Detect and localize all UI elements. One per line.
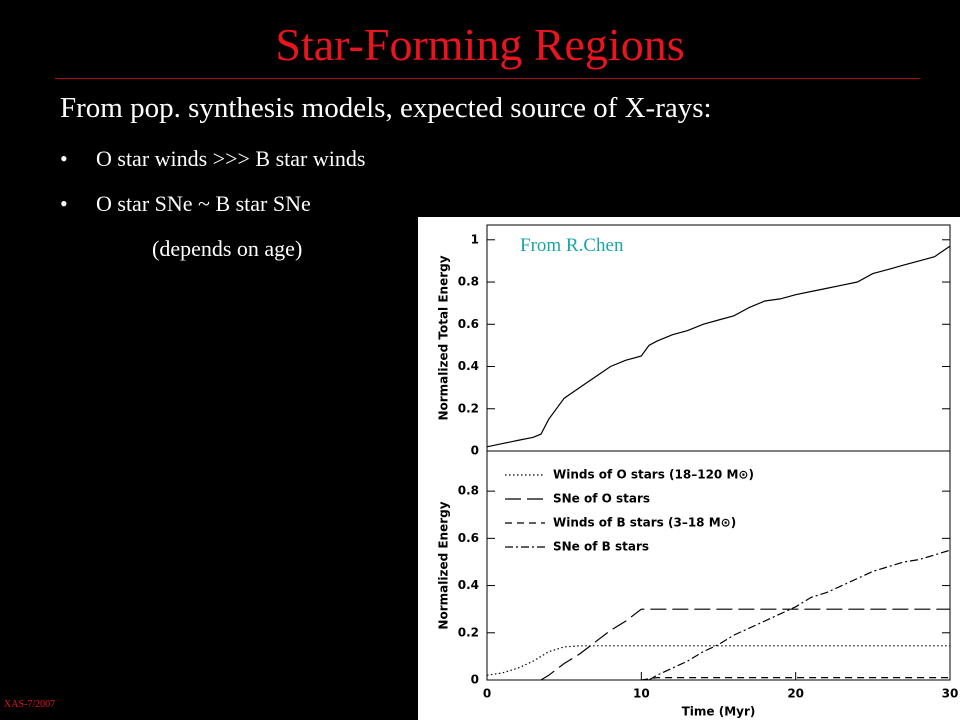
data-line [486,245,951,448]
chart-background [418,217,960,720]
legend-label: SNe of O stars [553,492,650,506]
y-tick-label: 1 [471,232,479,246]
data-line [486,645,950,676]
chart: 0 0.2 0.4 0.6 0.8 1 Normalized Total Energy 0 0.… [418,217,960,720]
note: (depends on age) [152,236,303,261]
y-tick-label: 0.8 [458,484,479,498]
y-tick-label: 0.4 [458,578,479,592]
bullet-item: • O star SNe ~ B star SNe [60,191,311,216]
bullet-text: O star winds >>> B star winds [96,146,366,171]
bullet-text: O star SNe ~ B star SNe [96,191,311,216]
slide-title: Star-Forming Regions [275,19,685,70]
plot-frame [486,450,951,681]
subtitle: From pop. synthesis models, expected sou… [60,92,712,124]
footer: XAS-7/2007 [4,699,56,710]
y-tick-label: 0.2 [458,625,479,639]
legend-label: Winds of O stars (18–120 M⊙) [553,468,754,482]
credit: From R.Chen [520,235,624,256]
y-tick-label: 0 [471,444,479,458]
title-rule [55,78,920,79]
legend-label: Winds of B stars (3–18 M⊙) [553,516,736,530]
legend-label: SNe of B stars [553,540,649,554]
x-tick-label: 0 [483,687,491,701]
y-tick-label: 0 [471,673,479,687]
bullet-item: • O star winds >>> B star winds [60,146,366,171]
data-line [648,549,951,681]
y-tick-label: 0.6 [458,317,479,331]
y-tick-label: 0.6 [458,531,479,545]
y-tick-label: 0.4 [458,359,479,373]
x-tick-label: 20 [787,687,804,701]
data-line [641,677,950,681]
y-tick-label: 0.2 [458,401,479,415]
x-tick-label: 30 [942,687,959,701]
y-axis-label: Normalized Total Energy [437,255,451,420]
x-tick-label: 10 [633,687,650,701]
y-tick-label: 0.8 [458,275,479,289]
data-line [540,608,950,681]
x-axis-label: Time (Myr) [682,705,756,719]
y-axis-label: Normalized Energy [437,501,451,629]
